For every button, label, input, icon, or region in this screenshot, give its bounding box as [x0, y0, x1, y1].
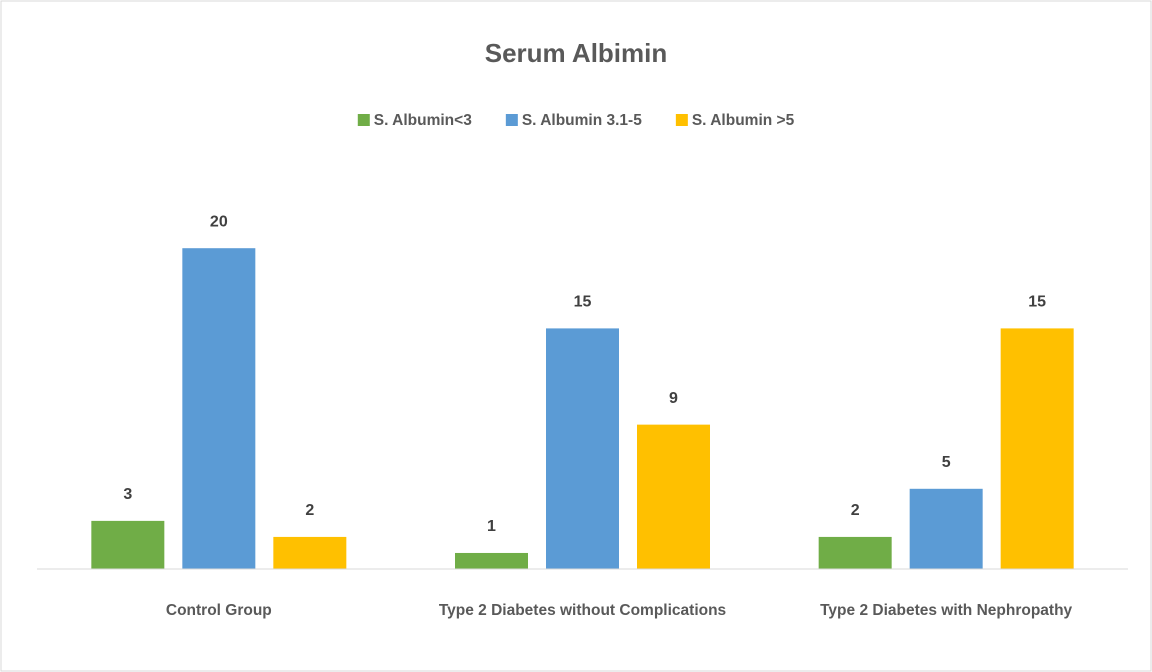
x-tick-label: Type 2 Diabetes with Nephropathy [820, 602, 1073, 619]
data-label: 20 [210, 213, 228, 230]
legend-swatch [505, 114, 518, 126]
bar [182, 248, 256, 569]
legend-label: S. Albumin<3 [374, 112, 472, 129]
x-tick-label: Control Group [165, 602, 272, 619]
legend-item: S. Albumin<3 [357, 112, 472, 129]
data-label: 2 [305, 502, 314, 519]
legend-swatch [675, 114, 688, 126]
data-label: 15 [574, 294, 592, 311]
chart-title: Serum Albimin [485, 38, 668, 68]
bar [91, 520, 165, 569]
bar [637, 424, 710, 569]
data-label: 5 [942, 454, 951, 471]
bar [909, 488, 983, 569]
bar [273, 536, 347, 569]
bar [546, 328, 619, 569]
legend-label: S. Albumin 3.1-5 [522, 112, 642, 129]
data-label: 3 [123, 486, 132, 503]
legend-item: S. Albumin 3.1-5 [505, 112, 642, 129]
bar [818, 536, 892, 569]
x-tick-label: Type 2 Diabetes without Complications [438, 602, 727, 619]
bar [1000, 328, 1074, 569]
data-label: 9 [669, 390, 678, 407]
legend-item: S. Albumin >5 [675, 112, 795, 129]
legend-swatch [357, 114, 370, 126]
data-label: 15 [1028, 294, 1046, 311]
data-label: 2 [851, 502, 860, 519]
bar [455, 552, 528, 569]
data-label: 1 [487, 518, 496, 535]
legend-label: S. Albumin >5 [692, 112, 795, 129]
